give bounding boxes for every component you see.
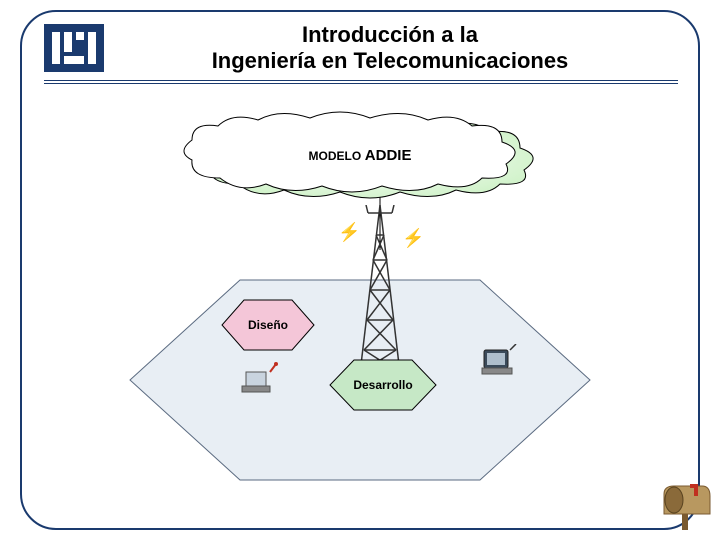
title-line-2: Ingeniería en Telecomunicaciones [120, 48, 660, 74]
cloud-label-main: ADDIE [361, 147, 411, 164]
diagram-area: MODELO ADDIE [60, 100, 660, 500]
node-desarrollo-label: Desarrollo [353, 378, 412, 392]
device-left [240, 362, 280, 394]
node-diseno-label: Diseño [248, 318, 288, 332]
model-cloud: MODELO ADDIE [170, 110, 550, 200]
title-line-1: Introducción a la [120, 22, 660, 48]
title-underline [44, 80, 678, 84]
institution-logo [44, 24, 104, 72]
device-right [480, 344, 520, 376]
cloud-label-prefix: MODELO [309, 149, 362, 163]
lightning-icon: ⚡ [338, 222, 360, 243]
node-desarrollo: Desarrollo [328, 358, 438, 412]
lightning-icon: ⚡ [402, 228, 424, 249]
slide-title: Introducción a la Ingeniería en Telecomu… [120, 22, 660, 75]
node-diseno: Diseño [220, 298, 316, 352]
mailbox-icon [658, 484, 712, 532]
cloud-label: MODELO ADDIE [170, 110, 550, 200]
